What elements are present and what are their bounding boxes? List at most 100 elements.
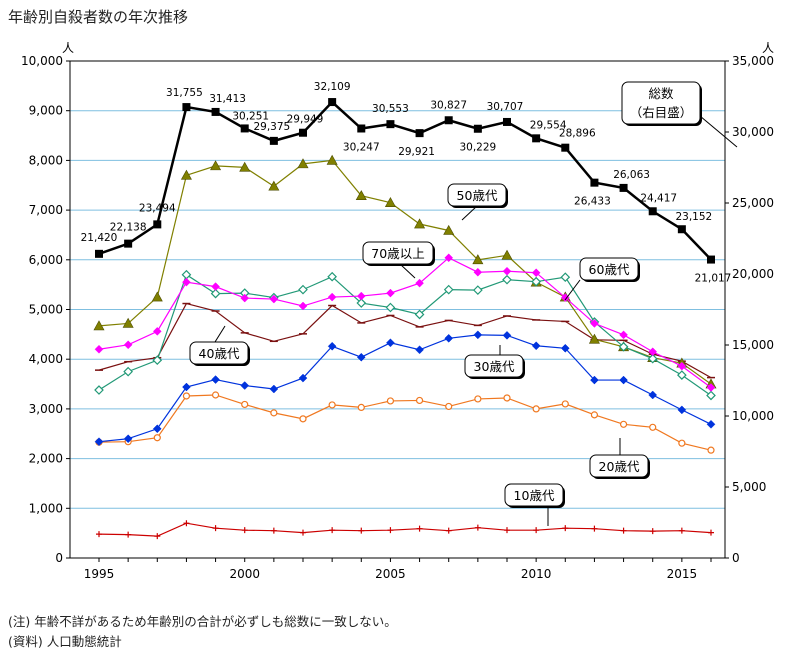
data-point (647, 353, 658, 364)
data-point (619, 420, 628, 428)
data-label: 29,949 (287, 114, 324, 126)
data-point (560, 272, 571, 283)
y-right-tick-label: 30,000 (732, 125, 774, 139)
data-point (474, 524, 481, 531)
data-point (327, 271, 337, 282)
x-tick-label: 2015 (667, 567, 698, 581)
x-tick-label: 2000 (229, 567, 260, 581)
legend-label: 70歳以上 (371, 246, 424, 261)
data-label: 31,755 (166, 87, 203, 99)
data-point (357, 124, 366, 133)
data-point (356, 291, 366, 301)
data-point (706, 383, 716, 392)
data-point (182, 277, 191, 287)
legend-label: 60歳代 (589, 262, 630, 277)
data-point (502, 266, 512, 276)
series-line (98, 334, 712, 443)
y-left-tick-label: 5,000 (29, 303, 63, 317)
data-point (152, 327, 162, 336)
data-point (562, 525, 569, 532)
data-point (531, 276, 541, 287)
data-point (327, 341, 337, 351)
data-point (211, 391, 220, 399)
data-point (210, 288, 221, 299)
legend-label: （右目盛） (630, 105, 693, 120)
data-point (618, 341, 629, 352)
data-point (706, 419, 716, 429)
data-point (239, 161, 251, 172)
data-point (182, 392, 191, 400)
data-point (414, 309, 425, 320)
y-left-tick-label: 4,000 (29, 352, 63, 366)
data-label: 30,251 (232, 110, 269, 122)
data-point (561, 143, 570, 152)
data-point (504, 527, 510, 534)
data-point (122, 317, 134, 328)
data-point (533, 527, 540, 534)
data-point (416, 525, 423, 532)
data-point (532, 134, 541, 143)
data-point (444, 333, 454, 343)
series-layer (93, 154, 717, 540)
data-point (356, 352, 366, 362)
data-point (619, 183, 628, 192)
data-label: 22,138 (110, 222, 147, 234)
series-40歳代 (95, 302, 715, 379)
data-point (300, 529, 306, 536)
data-point (473, 124, 482, 133)
data-point (270, 527, 277, 534)
legend-callout: 60歳代 (564, 257, 640, 301)
data-point (241, 527, 248, 534)
data-point (153, 434, 161, 442)
data-point (415, 129, 424, 138)
data-point (706, 390, 716, 401)
data-point (385, 302, 396, 313)
data-point (298, 301, 308, 311)
callout-box (362, 241, 434, 265)
data-point (298, 284, 308, 295)
legend-label: 40歳代 (199, 346, 240, 361)
data-point (503, 394, 511, 402)
data-point (472, 254, 484, 265)
note-source: (資料) 人口動態統計 (8, 634, 122, 649)
series-line (98, 522, 712, 537)
legend-label: 20歳代 (599, 459, 640, 474)
series-line (98, 159, 712, 385)
data-point (531, 268, 541, 278)
data-point (181, 269, 192, 280)
series-total (95, 98, 715, 264)
data-point (444, 253, 454, 263)
data-label: 26,063 (613, 169, 650, 181)
data-point (96, 531, 102, 538)
data-point (474, 395, 482, 403)
data-point (329, 527, 336, 534)
data-point (415, 278, 424, 288)
data-point (619, 330, 628, 340)
data-label: 29,554 (530, 119, 567, 131)
callout-box (189, 341, 249, 365)
data-point (94, 437, 104, 447)
legend-label: 10歳代 (514, 488, 555, 503)
data-point (707, 446, 715, 454)
data-label: 30,229 (459, 142, 496, 154)
data-point (123, 366, 133, 377)
data-point (677, 361, 687, 371)
data-label: 21,420 (81, 232, 118, 244)
data-label: 26,433 (574, 196, 611, 208)
data-point (590, 411, 599, 419)
data-label: 23,152 (675, 211, 712, 223)
data-point (415, 396, 424, 405)
data-point (153, 220, 162, 229)
data-point (152, 424, 162, 434)
data-point (94, 385, 104, 395)
series-10歳代 (96, 520, 714, 540)
data-label: 31,413 (209, 93, 246, 105)
data-point (211, 107, 220, 116)
series-line (98, 257, 712, 389)
data-point (356, 298, 367, 308)
legend-label: 30歳代 (474, 359, 515, 374)
data-point (95, 249, 103, 258)
legend-label: 50歳代 (457, 188, 498, 203)
legend-callout: 10歳代 (504, 483, 565, 526)
